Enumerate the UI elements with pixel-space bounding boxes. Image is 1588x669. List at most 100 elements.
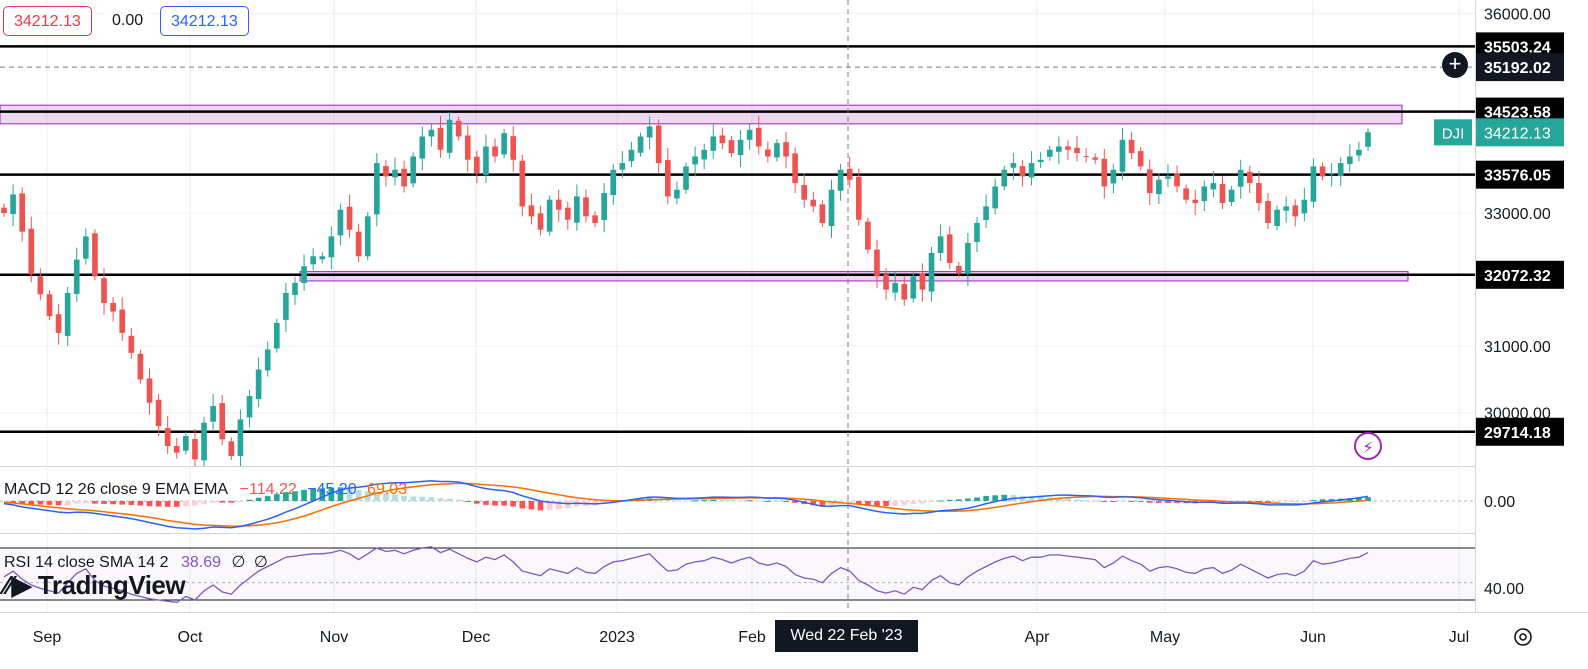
candle-body[interactable] <box>528 205 535 217</box>
candle-body[interactable] <box>446 119 453 153</box>
candle-body[interactable] <box>1228 189 1235 203</box>
macd-histogram-bar[interactable] <box>19 501 26 504</box>
macd-histogram-bar[interactable] <box>310 488 316 501</box>
candle-body[interactable] <box>955 265 962 273</box>
candle-body[interactable] <box>419 136 426 159</box>
macd-histogram-bar[interactable] <box>301 489 307 501</box>
candle-body[interactable] <box>892 282 898 293</box>
candle-body[interactable] <box>201 422 207 461</box>
candle-body[interactable] <box>1119 139 1126 172</box>
candle-body[interactable] <box>828 189 835 227</box>
macd-histogram-bar[interactable] <box>437 498 444 501</box>
macd-histogram-bar[interactable] <box>1 501 7 503</box>
candle-body[interactable] <box>901 283 908 300</box>
macd-histogram-bar[interactable] <box>946 499 953 501</box>
candle-body[interactable] <box>1156 179 1162 195</box>
candle-body[interactable] <box>1028 163 1035 178</box>
candle-body[interactable] <box>483 146 489 176</box>
macd-histogram-bar[interactable] <box>374 491 380 501</box>
macd-histogram-bar[interactable] <box>755 500 762 502</box>
macd-histogram-bar[interactable] <box>974 497 980 501</box>
macd-histogram-bar[interactable] <box>1265 501 1271 503</box>
macd-histogram-bar[interactable] <box>337 487 344 501</box>
sell-price-box[interactable]: 34212.13 <box>3 6 92 36</box>
candle-body[interactable] <box>574 196 580 223</box>
candle-body[interactable] <box>1328 173 1335 175</box>
candle-body[interactable] <box>1010 163 1017 168</box>
candle-body[interactable] <box>137 353 144 380</box>
macd-histogram-bar[interactable] <box>910 501 917 505</box>
macd-histogram-bar[interactable] <box>1128 501 1135 502</box>
candle-body[interactable] <box>64 292 71 336</box>
macd-histogram-bar[interactable] <box>355 489 362 501</box>
macd-histogram-bar[interactable] <box>955 499 962 501</box>
macd-histogram-bar[interactable] <box>664 499 671 501</box>
candle-body[interactable] <box>1346 156 1353 165</box>
macd-histogram-bar[interactable] <box>701 500 708 502</box>
candle-body[interactable] <box>610 169 617 196</box>
macd-histogram-bar[interactable] <box>383 493 389 501</box>
candle-body[interactable] <box>992 186 998 209</box>
candle-body[interactable] <box>837 169 844 191</box>
candle-body[interactable] <box>228 441 235 457</box>
macd-histogram-bar[interactable] <box>292 491 298 501</box>
candle-body[interactable] <box>119 309 126 333</box>
macd-histogram-bar[interactable] <box>555 501 562 510</box>
candle-body[interactable] <box>319 256 326 260</box>
macd-histogram-bar[interactable] <box>1092 500 1099 502</box>
macd-histogram-bar[interactable] <box>928 501 935 502</box>
macd-histogram-bar[interactable] <box>528 501 535 510</box>
candle-body[interactable] <box>164 428 171 447</box>
candle-body[interactable] <box>392 169 398 178</box>
macd-histogram-bar[interactable] <box>865 501 871 506</box>
candle-body[interactable] <box>474 156 480 174</box>
macd-pane[interactable] <box>0 480 1475 530</box>
candle-body[interactable] <box>583 197 589 217</box>
candle-body[interactable] <box>701 149 708 160</box>
candle-body[interactable] <box>146 378 153 403</box>
candle-body[interactable] <box>237 419 244 457</box>
macd-histogram-bar[interactable] <box>965 498 971 501</box>
candle-body[interactable] <box>383 166 389 177</box>
candle-body[interactable] <box>928 252 935 292</box>
macd-histogram-bar[interactable] <box>874 501 880 507</box>
candle-body[interactable] <box>846 168 853 180</box>
candle-body[interactable] <box>946 234 953 263</box>
candle-body[interactable] <box>664 160 671 197</box>
candle-body[interactable] <box>1365 132 1371 147</box>
candle-body[interactable] <box>974 223 980 242</box>
macd-histogram-bar[interactable] <box>1310 500 1317 502</box>
candle-body[interactable] <box>364 216 371 257</box>
rsi-legend[interactable]: RSI 14 close SMA 14 2 38.69 ∅ ∅ <box>4 552 268 572</box>
candle-body[interactable] <box>1310 166 1317 202</box>
candle-body[interactable] <box>1301 199 1308 214</box>
candle-body[interactable] <box>1174 173 1180 187</box>
macd-histogram-bar[interactable] <box>1165 501 1171 503</box>
macd-histogram-bar[interactable] <box>137 501 144 506</box>
macd-histogram-bar[interactable] <box>564 501 571 509</box>
macd-histogram-bar[interactable] <box>728 500 735 502</box>
candle-body[interactable] <box>1210 183 1217 190</box>
macd-histogram-bar[interactable] <box>783 501 789 502</box>
macd-histogram-bar[interactable] <box>737 500 744 502</box>
macd-histogram-bar[interactable] <box>146 501 153 507</box>
candle-body[interactable] <box>73 259 80 294</box>
macd-histogram-bar[interactable] <box>446 498 453 501</box>
candle-body[interactable] <box>655 125 662 164</box>
candle-body[interactable] <box>592 215 598 224</box>
macd-histogram-bar[interactable] <box>55 501 62 506</box>
candle-body[interactable] <box>855 176 862 220</box>
price-zones[interactable] <box>0 104 1409 282</box>
candle-body[interactable] <box>1246 171 1253 184</box>
candle-body[interactable] <box>601 193 607 221</box>
macd-histogram-bar[interactable] <box>1328 499 1335 501</box>
macd-histogram-bar[interactable] <box>774 501 780 502</box>
candle-body[interactable] <box>810 199 817 207</box>
macd-histogram-bar[interactable] <box>128 501 135 505</box>
macd-histogram-bar[interactable] <box>510 501 517 507</box>
macd-histogram-bar[interactable] <box>492 501 498 506</box>
macd-histogram-bar[interactable] <box>183 501 189 507</box>
macd-histogram-bar[interactable] <box>674 500 680 502</box>
macd-histogram-bar[interactable] <box>1283 501 1289 503</box>
